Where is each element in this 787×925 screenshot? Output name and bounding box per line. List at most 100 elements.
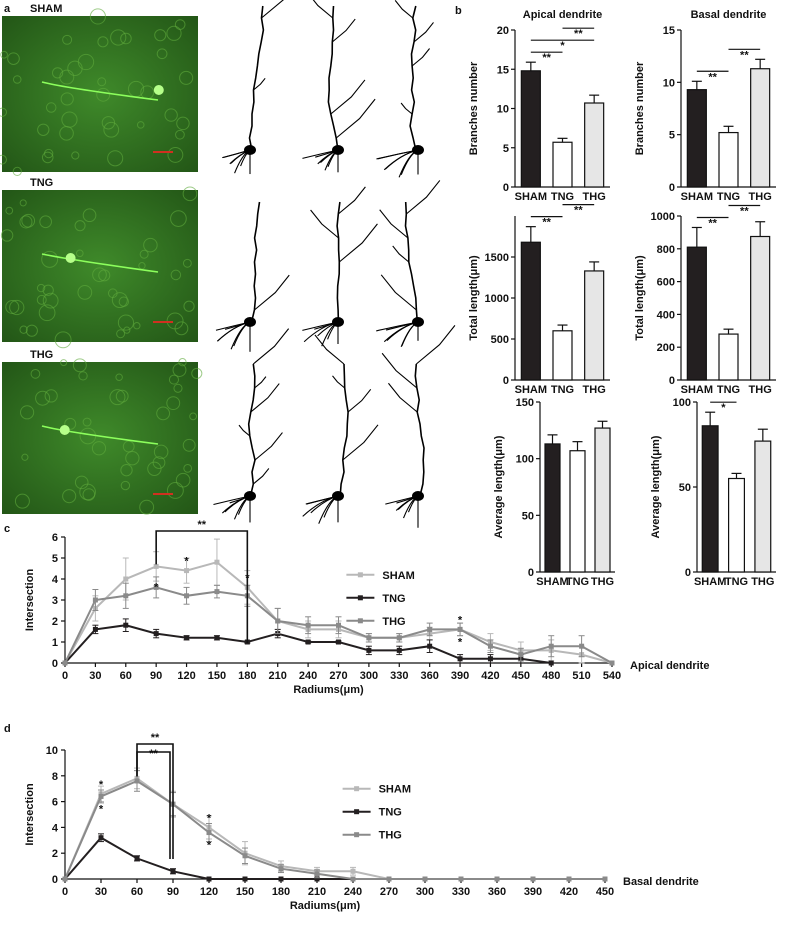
soma — [332, 491, 344, 501]
neuron-tracing — [302, 0, 376, 173]
cell-body — [98, 269, 111, 282]
x-tick-label: 360 — [420, 670, 438, 682]
bar — [552, 330, 573, 381]
point-marker — [314, 871, 320, 877]
bar — [718, 131, 739, 188]
significance-star: * — [458, 636, 463, 648]
neuron-tracing — [376, 180, 441, 348]
error-bar — [547, 434, 558, 444]
y-tick-label: 500 — [491, 334, 509, 346]
x-tick-label: THG — [749, 191, 772, 203]
point-marker — [214, 559, 220, 565]
bar — [718, 333, 739, 381]
cell-body — [71, 151, 80, 160]
point-marker — [123, 576, 129, 582]
cell-body — [61, 111, 78, 128]
point-marker — [134, 855, 140, 861]
significance-label: * — [721, 402, 726, 414]
x-tick-label: 240 — [344, 886, 362, 898]
y-tick-label: 0 — [52, 658, 58, 670]
cell-body — [72, 358, 87, 373]
point-marker — [206, 876, 212, 882]
significance-label: ** — [708, 217, 717, 229]
significance-star: * — [207, 840, 212, 852]
oblique-branch — [253, 77, 266, 91]
x-tick-label: 480 — [542, 670, 560, 682]
oblique-branch — [347, 388, 372, 413]
cell-body — [51, 67, 64, 79]
error-bar — [757, 428, 768, 442]
significance-label: ** — [151, 732, 160, 744]
cell-body — [168, 374, 180, 385]
x-tick-label: 240 — [299, 670, 317, 682]
significance-star: * — [245, 572, 250, 584]
cell-body — [19, 199, 27, 207]
oblique-branch — [314, 334, 345, 365]
oblique-branch — [250, 383, 280, 413]
cell-body — [82, 417, 92, 427]
y-tick-label: 6 — [52, 532, 58, 544]
bar — [686, 89, 707, 188]
soma — [244, 145, 256, 155]
neuron-tracing — [381, 325, 456, 528]
soma-glow — [65, 253, 76, 263]
point-marker — [278, 866, 284, 872]
y-tick-label: 200 — [657, 342, 675, 354]
oblique-branch — [332, 375, 346, 389]
cell-body — [41, 250, 59, 268]
oblique-branch — [392, 245, 410, 263]
bar — [594, 427, 611, 573]
point-marker — [530, 876, 536, 882]
neuron-glow — [41, 425, 159, 445]
error-bar — [525, 61, 536, 71]
cell-body — [74, 475, 89, 490]
cell-body — [166, 396, 181, 411]
cell-body — [0, 229, 14, 242]
point-marker — [336, 622, 341, 628]
soma — [412, 491, 424, 501]
bar — [754, 440, 772, 573]
cell-body — [43, 148, 54, 159]
x-tick-label: 0 — [62, 886, 68, 898]
point-marker — [153, 631, 159, 637]
cell-body — [138, 262, 146, 270]
cell-body — [64, 417, 77, 430]
point-marker — [336, 639, 341, 645]
oblique-branch — [238, 424, 251, 437]
apical-trunk — [414, 363, 425, 497]
cell-body — [9, 299, 25, 316]
point-marker — [350, 868, 356, 874]
oblique-branch — [337, 186, 366, 215]
cell-body — [103, 121, 120, 138]
legend-marker — [357, 618, 363, 624]
error-bar — [525, 226, 536, 243]
y-tick-label: 400 — [657, 309, 675, 321]
point-marker — [184, 635, 190, 641]
point-marker — [184, 593, 190, 599]
cell-body — [172, 363, 187, 377]
bar — [750, 235, 771, 381]
x-tick-label: 180 — [272, 886, 290, 898]
bar — [686, 246, 707, 381]
cell-body — [156, 48, 168, 60]
point-marker — [518, 652, 524, 658]
y-axis-label: Intersection — [24, 783, 36, 846]
point-marker — [487, 656, 493, 662]
x-tick-label: 330 — [452, 886, 470, 898]
cell-body — [183, 300, 195, 312]
significance-label: ** — [574, 28, 583, 40]
point-marker — [457, 626, 463, 632]
cell-body — [115, 389, 129, 403]
x-tick-label: 270 — [380, 886, 398, 898]
bar — [584, 270, 605, 381]
cell-body — [116, 329, 126, 339]
bar — [569, 450, 586, 573]
apical-trunk — [327, 5, 339, 151]
oblique-branch — [338, 223, 378, 263]
neuron-glow — [41, 81, 159, 101]
cell-body — [111, 292, 128, 309]
point-marker — [386, 876, 392, 882]
x-tick-label: 90 — [167, 886, 179, 898]
x-tick-label: THG — [591, 576, 614, 588]
